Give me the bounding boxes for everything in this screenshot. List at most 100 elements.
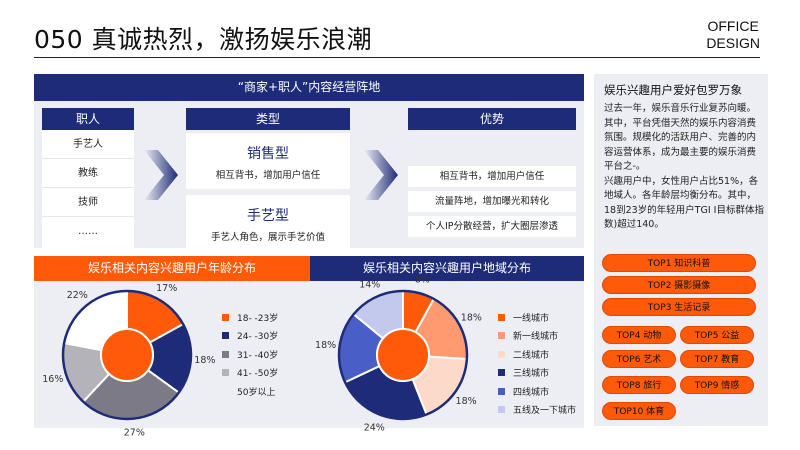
legend-swatch (222, 313, 229, 321)
region-legend: 一线城市新一线城市二线城市三线城市四线城市五线及一下城市 (498, 308, 576, 419)
col-type-header: 类型 (186, 108, 350, 130)
pie-outline (61, 289, 193, 421)
legend-swatch (498, 369, 505, 377)
brand-line-2: DESIGN (706, 35, 760, 51)
header-divider (34, 57, 760, 58)
legend-label: 24- -30岁 (237, 332, 279, 343)
interest-title: 娱乐兴趣用户爱好包罗万象 (604, 83, 742, 97)
legend-swatch (222, 369, 229, 377)
chevron-right-icon (364, 150, 398, 200)
list-item: 手艺人 (42, 130, 134, 159)
type-sales-title: 销售型 (247, 146, 289, 162)
legend-label: 50岁以上 (237, 387, 276, 398)
list-item: 相互背书，增加用户信任 (408, 166, 576, 187)
pie-center (376, 328, 430, 382)
chevron-right-icon (144, 150, 178, 200)
legend-entry: 一线城市 (498, 308, 576, 327)
type-sales-block: 销售型 相互背书，增加用户信任 (186, 133, 350, 189)
list-item: 个人IP分散经营，扩大圈层渗透 (408, 216, 576, 237)
legend-swatch (498, 332, 505, 340)
col-advantage-list: 相互背书，增加用户信任 流量阵地，增加曝光和转化 个人IP分散经营，扩大圈层渗透 (408, 166, 576, 237)
page-title: 050 真诚热烈，激扬娱乐浪潮 (34, 25, 373, 54)
col-advantage: 优势 相互背书，增加用户信任 流量阵地，增加曝光和转化 个人IP分散经营，扩大圈… (408, 108, 576, 237)
tag-top2: TOP2 摄影摄像 (602, 276, 756, 294)
type-craft-block: 手艺型 手艺人角色，展示手艺价值 (186, 195, 350, 251)
tag-top9: TOP9 情感 (680, 376, 754, 394)
legend-entry: 41- -50岁 (222, 364, 278, 383)
col-talent-list: 手艺人 教练 技师 …… (42, 130, 134, 248)
type-sales-desc: 相互背书，增加用户信任 (215, 170, 321, 181)
region-pie-chart: 8% 18% 18% 24% 18% 14% (315, 274, 482, 433)
col-talent-header: 职人 (42, 108, 134, 130)
charts-area: 17% 18% 27% 16% 22% 18- -23岁 24- -30岁 31- -40岁… (34, 274, 584, 439)
tag-top1: TOP1 知识科普 (602, 254, 756, 272)
list-item: 流量阵地，增加曝光和转化 (408, 191, 576, 212)
data-label: 16% (42, 374, 63, 385)
legend-label: 41- -50岁 (237, 369, 279, 380)
col-talent: 职人 手艺人 教练 技师 …… (42, 108, 134, 248)
legend-entry: 五线及一下城市 (498, 401, 576, 420)
panel-title: “商家+职人”内容经营阵地 (34, 74, 584, 101)
legend-swatch (222, 350, 229, 358)
list-item: 技师 (42, 188, 134, 217)
brand-line-1: OFFICE (707, 18, 759, 34)
legend-label: 四线城市 (513, 387, 550, 398)
legend-swatch (222, 388, 229, 395)
age-chart-title: 娱乐相关内容兴趣用户年龄分布 (34, 256, 310, 281)
legend-entry: 31- -40岁 (222, 345, 278, 364)
interest-paragraph: 过去一年，娱乐音乐行业复苏向暖。其中，平台凭借天然的娱乐内容消费氛围。规模化的活… (604, 103, 757, 172)
data-label: 24% (364, 423, 385, 434)
pie-center (100, 328, 154, 382)
legend-entry: 24- -30岁 (222, 327, 278, 346)
age-pie-chart: 17% 18% 27% 16% 22% (42, 283, 215, 439)
legend-label: 31- -40岁 (237, 350, 279, 361)
interest-paragraph: 兴趣用户中，女性用户占比51%，各地域人。各年龄层均衡分布。其中，18到23岁的… (604, 175, 764, 231)
data-label: 22% (67, 290, 88, 301)
age-legend: 18- -23岁 24- -30岁 31- -40岁 41- -50岁 50岁以上 (222, 308, 278, 401)
legend-swatch (498, 387, 505, 395)
legend-label: 三线城市 (513, 369, 550, 380)
legend-entry: 18- -23岁 (222, 308, 278, 327)
legend-swatch (498, 350, 505, 358)
data-label: 27% (124, 428, 145, 439)
data-label: 14% (359, 279, 380, 290)
col-type: 类型 销售型 相互背书，增加用户信任 手艺型 手艺人角色，展示手艺价值 (186, 108, 350, 251)
legend-label: 一线城市 (513, 313, 550, 324)
data-label: 17% (156, 283, 177, 294)
legend-entry: 二线城市 (498, 345, 576, 364)
legend-swatch (498, 313, 505, 321)
legend-entry: 50岁以上 (222, 382, 278, 401)
tag-top6: TOP6 艺术 (602, 350, 676, 368)
data-label: 18% (456, 396, 477, 407)
legend-swatch (222, 332, 229, 340)
legend-swatch (498, 406, 505, 414)
region-chart-title: 娱乐相关内容兴趣用户地域分布 (310, 256, 584, 281)
brand-logo: OFFICE DESIGN (706, 18, 760, 52)
type-craft-title: 手艺型 (247, 208, 289, 224)
legend-entry: 三线城市 (498, 364, 576, 383)
pie-outline (337, 289, 469, 421)
interest-panel: 娱乐兴趣用户爱好包罗万象 过去一年，娱乐音乐行业复苏向暖。其中，平台凭借天然的娱… (594, 74, 768, 426)
legend-label: 新一线城市 (513, 332, 559, 343)
content-panel: “商家+职人”内容经营阵地 职人 手艺人 教练 技师 …… 类型 销售型 相互背… (34, 74, 584, 251)
legend-label: 18- -23岁 (237, 313, 279, 324)
tag-top5: TOP5 公益 (680, 326, 754, 344)
data-label: 8% (415, 274, 430, 285)
data-label: 18% (315, 340, 336, 351)
tag-top7: TOP7 教育 (680, 350, 754, 368)
col-advantage-header: 优势 (408, 108, 576, 130)
tag-top4: TOP4 动物 (602, 326, 676, 344)
legend-entry: 四线城市 (498, 382, 576, 401)
legend-label: 二线城市 (513, 350, 550, 361)
legend-label: 五线及一下城市 (513, 406, 577, 417)
tag-top3: TOP3 生活记录 (602, 298, 756, 316)
interest-text: 过去一年，娱乐音乐行业复苏向暖。其中，平台凭借天然的娱乐内容消费氛围。规模化的活… (604, 102, 764, 233)
list-item: …… (78, 226, 98, 237)
list-item: 教练 (42, 159, 134, 188)
type-craft-desc: 手艺人角色，展示手艺价值 (210, 232, 325, 243)
legend-entry: 新一线城市 (498, 327, 576, 346)
data-label: 18% (461, 312, 482, 323)
tag-top10: TOP10 体育 (602, 402, 676, 420)
tag-top8: TOP8 旅行 (602, 376, 676, 394)
data-label: 18% (194, 355, 215, 366)
